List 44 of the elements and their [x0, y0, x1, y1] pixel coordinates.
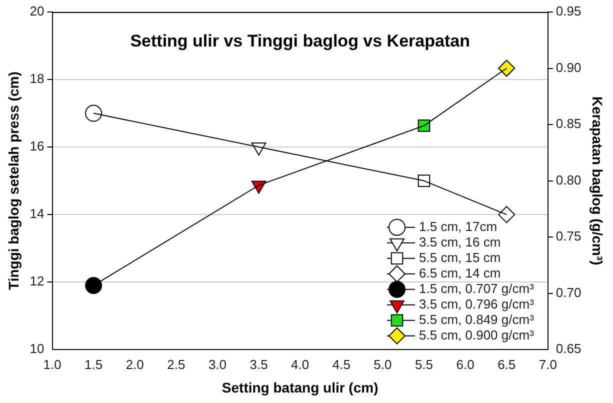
legend-label: 3.5 cm, 0.796 g/cm³ — [419, 296, 535, 312]
x-tick-label: 3.5 — [250, 356, 268, 372]
text: Setting ulir vs Tinggi baglog vs Kerapatan — [130, 32, 470, 51]
y-tick-label: 16 — [30, 138, 44, 154]
legend-label: 6.5 cm, 14 cm — [419, 265, 501, 280]
x-tick-label: 1.5 — [84, 356, 103, 372]
x-tick-label: 7.0 — [538, 356, 557, 372]
x-tick-label: 3.0 — [208, 356, 227, 372]
x-axis-title: Setting batang ulir (cm) — [222, 379, 378, 396]
point — [498, 206, 516, 224]
legend-label: 5.5 cm, 0.900 g/cm³ — [419, 327, 535, 342]
legend-label: 5.5 cm, 0.849 g/cm³ — [419, 312, 535, 327]
y2-tick-label: 0.80 — [556, 172, 582, 188]
point — [418, 174, 430, 187]
y-tick-label: 18 — [30, 71, 44, 86]
y-tick-label: 12 — [30, 274, 44, 289]
point — [85, 104, 102, 122]
legend-label: 3.5 cm, 16 cm — [419, 234, 501, 250]
y2-tick-label: 0.90 — [556, 60, 582, 75]
y2-tick-label: 0.95 — [556, 4, 582, 19]
point — [498, 60, 516, 77]
x-tick-label: 6.0 — [456, 356, 474, 372]
x-tick-label: 5.0 — [374, 356, 392, 372]
y2-tick-label: 0.70 — [556, 284, 582, 300]
x-tick-label: 2.5 — [167, 356, 186, 372]
legend-label: 1.5 cm, 0.707 g/cm³ — [419, 280, 535, 296]
point — [418, 120, 430, 132]
point — [85, 276, 102, 294]
x-tick-label: 5.5 — [414, 356, 434, 372]
y2-axis-title: Kerapatan baglog (g/cm³) — [590, 96, 606, 266]
y-tick-label: 20 — [30, 4, 44, 19]
x-tick-label: 4.0 — [291, 356, 310, 372]
x-tick-label: 4.5 — [332, 356, 350, 372]
y-tick-label: 14 — [30, 206, 44, 222]
y-tick-label: 10 — [30, 341, 44, 356]
y2-tick-label: 0.65 — [556, 341, 582, 356]
y-axis-title: Tinggi baglog setelah press (cm) — [5, 72, 22, 290]
y2-tick-label: 0.75 — [556, 228, 582, 244]
legend-label: 5.5 cm, 15 cm — [419, 250, 501, 265]
legend-label: 1.5 cm, 17cm — [419, 218, 498, 234]
x-tick-label: 1.0 — [43, 356, 62, 372]
y2-tick-label: 0.85 — [556, 116, 582, 132]
x-tick-label: 2.0 — [126, 356, 144, 372]
x-tick-label: 6.5 — [498, 356, 516, 372]
